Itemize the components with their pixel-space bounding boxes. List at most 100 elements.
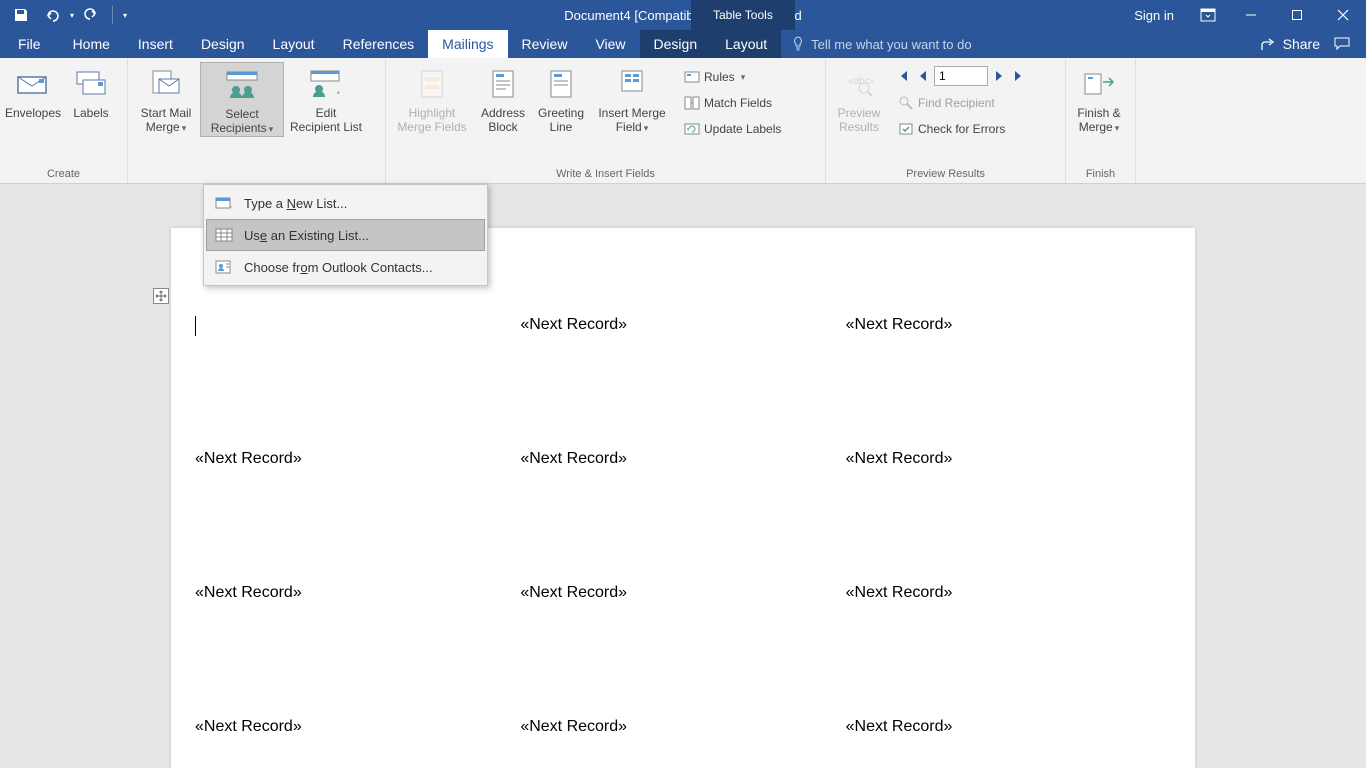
comment-icon: [1334, 37, 1350, 51]
share-label: Share: [1283, 36, 1320, 52]
tab-home[interactable]: Home: [59, 30, 124, 58]
select-recipients-button[interactable]: SelectRecipients▾: [200, 62, 284, 137]
tab-insert[interactable]: Insert: [124, 30, 187, 58]
tab-references[interactable]: References: [329, 30, 429, 58]
minimize-button[interactable]: [1228, 0, 1274, 30]
insert-merge-field-icon: [618, 69, 646, 99]
update-labels-icon: [684, 121, 700, 137]
preview-results-button[interactable]: «abc» PreviewResults: [830, 62, 888, 134]
write-small-buttons: Rules▾ Match Fields Update Labels: [674, 62, 791, 140]
finish-merge-button[interactable]: Finish &Merge▾: [1070, 62, 1128, 135]
use-existing-list-icon: [214, 225, 234, 245]
ribbon-tabs: File Home Insert Design Layout Reference…: [0, 30, 1366, 58]
move-icon: [155, 290, 167, 302]
share-button[interactable]: Share: [1261, 36, 1320, 52]
group-create-label: Create: [0, 165, 127, 183]
update-labels-button[interactable]: Update Labels: [680, 118, 785, 140]
sign-in-button[interactable]: Sign in: [1120, 8, 1188, 23]
start-mail-merge-button[interactable]: Start MailMerge▾: [132, 62, 200, 135]
insert-merge-field-button[interactable]: Insert MergeField▾: [590, 62, 674, 135]
qat-customize-arrow[interactable]: ▾: [119, 11, 131, 20]
type-new-list-icon: [214, 193, 234, 213]
menu-label: Choose from Outlook Contacts...: [244, 260, 433, 275]
label-cell[interactable]: «Next Record»: [846, 446, 1171, 580]
share-icon: [1261, 37, 1277, 51]
undo-icon: [44, 7, 62, 23]
group-create: Envelopes Labels Create: [0, 58, 128, 183]
label-cell[interactable]: «Next Record»: [195, 580, 520, 714]
group-finish: Finish &Merge▾ Finish: [1066, 58, 1136, 183]
check-errors-icon: [898, 121, 914, 137]
tab-table-design[interactable]: Design: [640, 30, 712, 58]
tab-view[interactable]: View: [581, 30, 639, 58]
next-record-button[interactable]: [990, 67, 1008, 85]
prev-record-button[interactable]: [914, 67, 932, 85]
select-recipients-menu: Type a New List... Use an Existing List.…: [203, 184, 488, 286]
close-button[interactable]: [1320, 0, 1366, 30]
first-record-button[interactable]: [894, 67, 912, 85]
rules-button[interactable]: Rules▾: [680, 66, 785, 88]
menu-type-new-list[interactable]: Type a New List...: [206, 187, 485, 219]
tab-table-layout[interactable]: Layout: [711, 30, 781, 58]
label-cell[interactable]: «Next Record»: [195, 446, 520, 580]
document-page[interactable]: «Next Record» «Next Record» «Next Record…: [171, 228, 1195, 768]
label-cell[interactable]: «Next Record»: [520, 312, 845, 446]
undo-button[interactable]: [38, 2, 68, 28]
maximize-button[interactable]: [1274, 0, 1320, 30]
ribbon-display-options[interactable]: [1188, 8, 1228, 22]
start-mail-merge-icon: [149, 69, 183, 99]
qat-separator: [112, 6, 113, 24]
address-block-icon: [490, 69, 516, 99]
prev-icon: [918, 70, 928, 82]
close-icon: [1337, 9, 1349, 21]
label-cell[interactable]: «Next Record»: [520, 580, 845, 714]
highlight-merge-fields-button[interactable]: HighlightMerge Fields: [390, 62, 474, 134]
labels-icon: [75, 70, 107, 98]
next-icon: [994, 70, 1004, 82]
last-icon: [1013, 70, 1025, 82]
save-icon: [13, 7, 29, 23]
label-cell[interactable]: «Next Record»: [846, 312, 1171, 446]
last-record-button[interactable]: [1010, 67, 1028, 85]
greeting-line-button[interactable]: GreetingLine: [532, 62, 590, 134]
address-block-button[interactable]: AddressBlock: [474, 62, 532, 134]
menu-use-existing-list[interactable]: Use an Existing List...: [206, 219, 485, 251]
labels-button[interactable]: Labels: [62, 62, 120, 120]
tab-layout[interactable]: Layout: [259, 30, 329, 58]
find-recipient-button[interactable]: Find Recipient: [894, 92, 1055, 114]
envelope-icon: [16, 71, 50, 97]
redo-button[interactable]: [76, 2, 106, 28]
group-write-insert: HighlightMerge Fields AddressBlock Greet…: [386, 58, 826, 183]
record-navigation: [888, 62, 1061, 86]
record-number-input[interactable]: [934, 66, 988, 86]
label-cell[interactable]: [195, 312, 520, 446]
label-cell[interactable]: «Next Record»: [520, 446, 845, 580]
edit-recipient-list-button[interactable]: EditRecipient List: [284, 62, 368, 134]
undo-dropdown-arrow[interactable]: ▾: [70, 11, 74, 20]
group-preview-results: «abc» PreviewResults Find Recipient: [826, 58, 1066, 183]
label-cell[interactable]: «Next Record»: [846, 714, 1171, 768]
check-errors-button[interactable]: Check for Errors: [894, 118, 1055, 140]
edit-recipient-list-icon: [308, 69, 344, 99]
tab-review[interactable]: Review: [508, 30, 582, 58]
menu-label: Type a New List...: [244, 196, 347, 211]
save-button[interactable]: [6, 2, 36, 28]
match-fields-button[interactable]: Match Fields: [680, 92, 785, 114]
highlight-fields-icon: [418, 69, 446, 99]
tell-me-search[interactable]: Tell me what you want to do: [781, 30, 1250, 58]
comments-button[interactable]: [1328, 29, 1356, 59]
tab-mailings[interactable]: Mailings: [428, 30, 507, 58]
label-cell[interactable]: «Next Record»: [195, 714, 520, 768]
contextual-tab-title: Table Tools: [691, 0, 795, 30]
group-preview-label: Preview Results: [826, 165, 1065, 183]
label-cell[interactable]: «Next Record»: [520, 714, 845, 768]
menu-outlook-contacts[interactable]: Choose from Outlook Contacts...: [206, 251, 485, 283]
table-move-handle[interactable]: [153, 288, 169, 304]
first-icon: [897, 70, 909, 82]
tab-file[interactable]: File: [0, 30, 59, 58]
label-cell[interactable]: «Next Record»: [846, 580, 1171, 714]
tab-design[interactable]: Design: [187, 30, 259, 58]
envelopes-button[interactable]: Envelopes: [4, 62, 62, 120]
preview-results-icon: «abc»: [844, 70, 874, 98]
minimize-icon: [1245, 9, 1257, 21]
